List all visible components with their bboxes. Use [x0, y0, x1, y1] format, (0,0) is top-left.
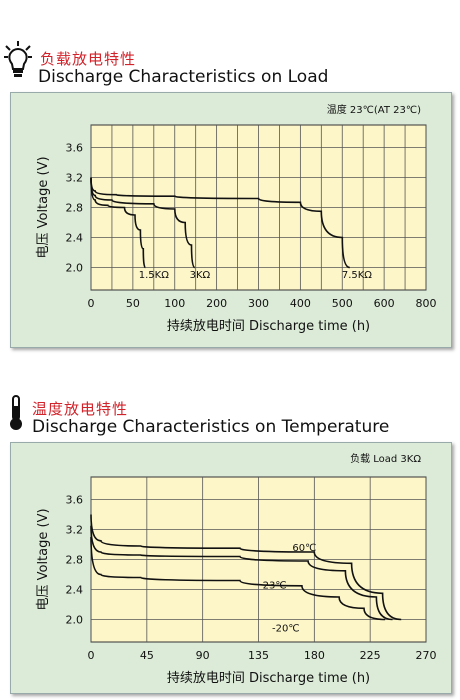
chart-annotation: 温度 23℃(AT 23℃): [327, 103, 421, 116]
load-section: 负载放电特性 Discharge Characteristics on Load…: [4, 41, 452, 348]
y-tick-label: 2.4: [66, 232, 84, 245]
x-axis-title: 持续放电时间 Discharge time (h): [167, 671, 370, 686]
series-line: [90, 525, 393, 621]
series-line: [90, 177, 146, 269]
x-tick-label: 0: [88, 649, 95, 662]
x-tick-label: 90: [196, 649, 210, 662]
y-tick-label: 3.6: [66, 494, 84, 507]
y-axis-title: 电压 Voltage (V): [36, 156, 51, 258]
series-label: 1.5KΩ: [139, 270, 169, 281]
y-tick-label: 3.2: [66, 172, 84, 185]
x-tick-label: 200: [206, 297, 227, 310]
chart-annotation: 负载 Load 3KΩ: [350, 452, 421, 465]
series-line: [90, 177, 350, 269]
temperature-section: 温度放电特性 Discharge Characteristics on Temp…: [0, 350, 460, 700]
y-tick-label: 2.0: [66, 262, 84, 275]
y-axis-title: 电压 Voltage (V): [36, 508, 51, 610]
y-tick-label: 2.8: [66, 202, 84, 215]
series-label: 3KΩ: [190, 270, 211, 281]
section-title-en: Discharge Characteristics on Temperature: [32, 417, 390, 437]
thermometer-icon: [10, 395, 22, 430]
y-tick-label: 3.2: [66, 524, 84, 537]
series-line: [90, 177, 196, 269]
x-tick-label: 270: [416, 649, 437, 662]
y-tick-label: 2.4: [66, 584, 84, 597]
x-tick-label: 225: [360, 649, 381, 662]
x-axis-title: 持续放电时间 Discharge time (h): [167, 319, 370, 334]
x-tick-label: 45: [140, 649, 154, 662]
series-label: 7.5KΩ: [342, 270, 372, 281]
x-tick-label: 400: [290, 297, 311, 310]
y-tick-label: 3.6: [66, 142, 84, 155]
series-label: 60℃: [292, 543, 316, 554]
x-tick-label: 50: [126, 297, 140, 310]
x-tick-label: 500: [332, 297, 353, 310]
section-title-cn: 负载放电特性: [40, 50, 137, 68]
x-tick-label: 100: [164, 297, 185, 310]
x-tick-label: 0: [88, 297, 95, 310]
temperature-chart: 2.0 2.4 2.8 3.2 3.6 0 45 90 135 180 225 270 电压 Volta…: [36, 452, 437, 686]
chart-panel-temperature: 2.0 2.4 2.8 3.2 3.6 0 45 90 135 180 225 270 电压 Volta…: [10, 442, 452, 694]
x-tick-label: 135: [248, 649, 269, 662]
chart-panel-load: 2.0 2.4 2.8 3.2 3.6 0 50 100 200 300 400 500 600 800 电…: [10, 92, 452, 348]
x-tick-label: 180: [304, 649, 325, 662]
series-label: -20℃: [272, 623, 300, 634]
y-tick-label: 2.0: [66, 614, 84, 627]
lightbulb-icon: [4, 41, 32, 77]
x-tick-label: 300: [248, 297, 269, 310]
x-tick-label: 800: [416, 297, 437, 310]
x-tick-label: 600: [374, 297, 395, 310]
series-line: [90, 514, 402, 621]
section-title-cn: 温度放电特性: [32, 400, 129, 418]
load-chart: 2.0 2.4 2.8 3.2 3.6 0 50 100 200 300 400 500 600 800 电…: [36, 103, 437, 334]
y-tick-label: 2.8: [66, 554, 84, 567]
section-title-en: Discharge Characteristics on Load: [38, 67, 329, 87]
series-line: [90, 536, 386, 621]
